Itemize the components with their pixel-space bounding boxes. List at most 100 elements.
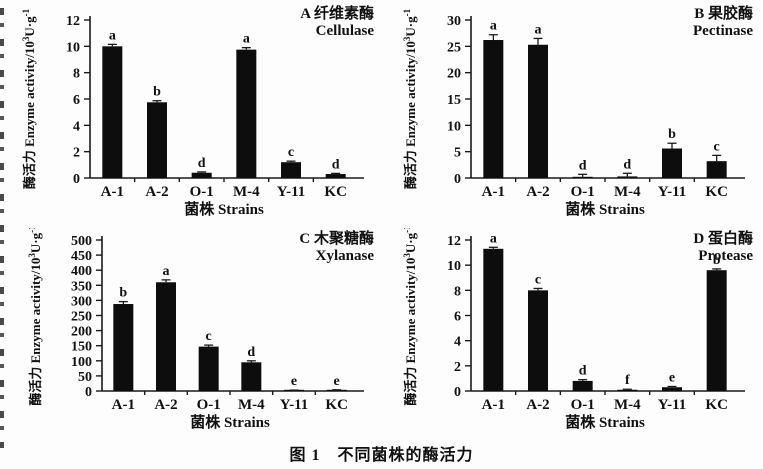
bar (572, 176, 593, 178)
x-tick-label: M-4 (614, 397, 641, 413)
y-tick-label: 50 (78, 370, 92, 385)
bar (617, 389, 638, 391)
x-axis-title: 菌株 Strains (565, 413, 645, 431)
x-tick-label: KC (325, 397, 348, 413)
significance-letter: a (163, 264, 170, 279)
significance-letter: b (153, 85, 161, 100)
bar (617, 176, 638, 178)
x-tick-label: O-1 (571, 184, 595, 200)
panel-d-protease-chart: 0 2 4 6 8 10 12 a A-1 c A-2 d O-1 f M-4 e Y-11 b KC 菌株 Stra… (402, 228, 753, 431)
x-tick-label: O-1 (190, 184, 214, 200)
panel-a-cellulase-chart: 0 2 4 6 8 10 12 a A-1 b A-2 d O-1 a M-4 c Y-11 d KC 菌株 Stra… (21, 4, 375, 218)
y-tick-label: 30 (447, 14, 461, 29)
significance-letter: a (109, 28, 116, 43)
x-tick-label: A-1 (112, 397, 135, 413)
x-tick-label: A-1 (482, 184, 505, 200)
y-tick-label: 20 (447, 67, 461, 82)
y-tick-label: 5 (454, 146, 461, 161)
y-tick-label: 10 (66, 40, 80, 55)
y-tick-label: 250 (71, 310, 92, 325)
x-tick-label: Y-11 (658, 184, 687, 200)
x-tick-label: M-4 (233, 184, 260, 200)
x-tick-label: M-4 (614, 184, 641, 200)
y-tick-label: 100 (71, 355, 92, 370)
x-tick-label: M-4 (238, 397, 265, 413)
y-tick-label: 12 (447, 234, 461, 249)
y-tick-label: 300 (71, 294, 92, 309)
y-axis-title: 酶活力 Enzyme activity/103U·g-1 (27, 228, 43, 406)
x-tick-label: A-1 (101, 184, 124, 200)
y-tick-label: 150 (71, 340, 92, 355)
x-tick-label: Y-11 (277, 184, 306, 200)
significance-letter: c (535, 272, 541, 287)
y-tick-label: 400 (71, 264, 92, 279)
y-axis-title: 酶活力 Enzyme activity/103U·g-1 (402, 228, 418, 406)
panel-title-zh: A 纤维素酶 (300, 4, 374, 22)
significance-letter: a (490, 19, 497, 34)
panel-title-zh: C 木聚糖酶 (299, 229, 374, 247)
y-tick-label: 4 (454, 335, 461, 350)
significance-letter: f (625, 373, 630, 388)
x-tick-label: KC (705, 397, 728, 413)
x-axis-title: 菌株 Strains (190, 413, 270, 431)
y-tick-label: 0 (454, 172, 461, 187)
y-tick-label: 450 (71, 249, 92, 264)
significance-letter: b (668, 127, 676, 142)
significance-letter: d (247, 345, 255, 360)
panel-title-en: Protease (698, 248, 753, 264)
bar (706, 270, 727, 391)
panel-b-pectinase-chart: 0 5 10 15 20 25 30 a A-1 a A-2 d O-1 d M-4 b Y-11 c KC 菌株 S… (402, 4, 753, 218)
y-axis-title: 酶活力 Enzyme activity/103U·g-1 (21, 8, 37, 189)
x-tick-label: KC (324, 184, 347, 200)
caption-row: 图 1 不同菌株的酶活力 (0, 437, 763, 469)
bar (156, 282, 176, 391)
y-tick-label: 0 (454, 385, 461, 400)
significance-letter: d (579, 364, 587, 379)
y-tick-label: 6 (454, 310, 461, 325)
bar (147, 102, 167, 178)
panel-title-en: Pectinase (693, 23, 753, 39)
panels-grid: 0 2 4 6 8 10 12 a A-1 b A-2 d O-1 a M-4 c Y-11 d KC 菌株 Stra… (21, 4, 753, 431)
y-tick-label: 6 (73, 93, 80, 108)
x-tick-label: A-2 (526, 184, 549, 200)
y-tick-label: 2 (454, 360, 461, 375)
x-tick-label: KC (705, 184, 728, 200)
x-tick-label: O-1 (571, 397, 595, 413)
bar (191, 172, 212, 178)
significance-letter: e (334, 374, 340, 389)
significance-letter: b (713, 253, 721, 268)
x-tick-label: O-1 (197, 397, 221, 413)
y-axis-title: 酶活力 Enzyme activity/103U·g-1 (402, 8, 418, 189)
scan-artifact (0, 8, 4, 448)
bar (241, 362, 262, 391)
y-tick-label: 8 (454, 284, 461, 299)
y-tick-label: 2 (73, 146, 80, 161)
y-tick-label: 500 (71, 234, 92, 249)
y-tick-label: 10 (447, 259, 461, 274)
significance-letter: c (714, 139, 720, 154)
bar (572, 380, 593, 391)
significance-letter: a (243, 32, 250, 47)
y-tick-label: 0 (85, 385, 92, 400)
significance-letter: d (579, 158, 587, 173)
significance-letter: a (535, 22, 542, 37)
bar (236, 49, 257, 178)
panel-title-zh: D 蛋白酶 (693, 229, 753, 247)
panel-title-en: Xylanase (316, 248, 375, 264)
panel-title-en: Cellulase (316, 23, 375, 39)
panel-title-zh: B 果胶酶 (694, 4, 753, 22)
significance-letter: d (623, 157, 631, 172)
significance-letter: e (291, 374, 297, 389)
x-axis-title: 菌株 Strains (565, 200, 645, 218)
significance-letter: e (669, 370, 675, 385)
significance-letter: d (332, 157, 340, 172)
x-tick-label: A-2 (154, 397, 177, 413)
bar (198, 346, 219, 391)
y-tick-label: 350 (71, 279, 92, 294)
y-tick-label: 0 (73, 172, 80, 187)
y-tick-label: 4 (73, 119, 80, 134)
significance-letter: b (119, 286, 127, 301)
y-tick-label: 200 (71, 325, 92, 340)
significance-letter: d (198, 156, 206, 171)
